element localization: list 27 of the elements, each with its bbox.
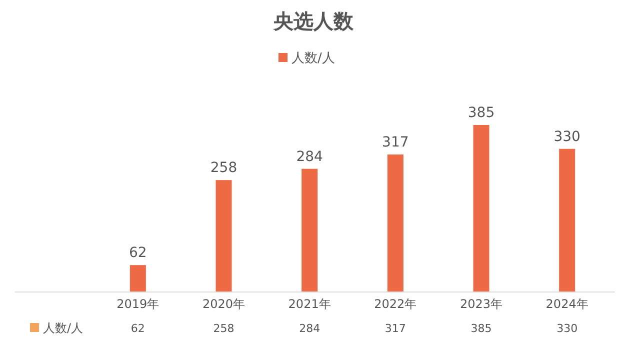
data-label: 317 (382, 134, 409, 150)
bar (559, 148, 576, 292)
bar (302, 168, 318, 292)
data-label: 284 (296, 148, 324, 165)
x-tick-label: 2019年 (116, 297, 160, 311)
x-tick-label: 2021年 (288, 297, 331, 311)
data-label: 62 (129, 245, 147, 262)
legend-label: 人数/人 (292, 51, 335, 66)
text: 317 (384, 322, 406, 335)
bar (473, 125, 490, 292)
bar (130, 265, 146, 292)
text: 330 (556, 322, 578, 335)
x-tick-label: 2022年 (374, 297, 417, 311)
text: 284 (299, 322, 320, 335)
chart-title: 央选人数 (272, 9, 354, 33)
x-tick-label: 2023年 (460, 297, 503, 311)
bar (216, 180, 232, 292)
data-label: 330 (554, 128, 580, 145)
data-label: 258 (210, 160, 238, 176)
bar (387, 154, 404, 292)
text: 385 (470, 322, 492, 335)
x-tick-label: 2020年 (202, 297, 246, 311)
text: 62 (130, 322, 145, 335)
x-tick-label: 2024年 (546, 297, 588, 311)
text: 258 (213, 322, 234, 335)
data-label: 385 (468, 105, 495, 121)
text: 人数/人 (43, 321, 84, 335)
